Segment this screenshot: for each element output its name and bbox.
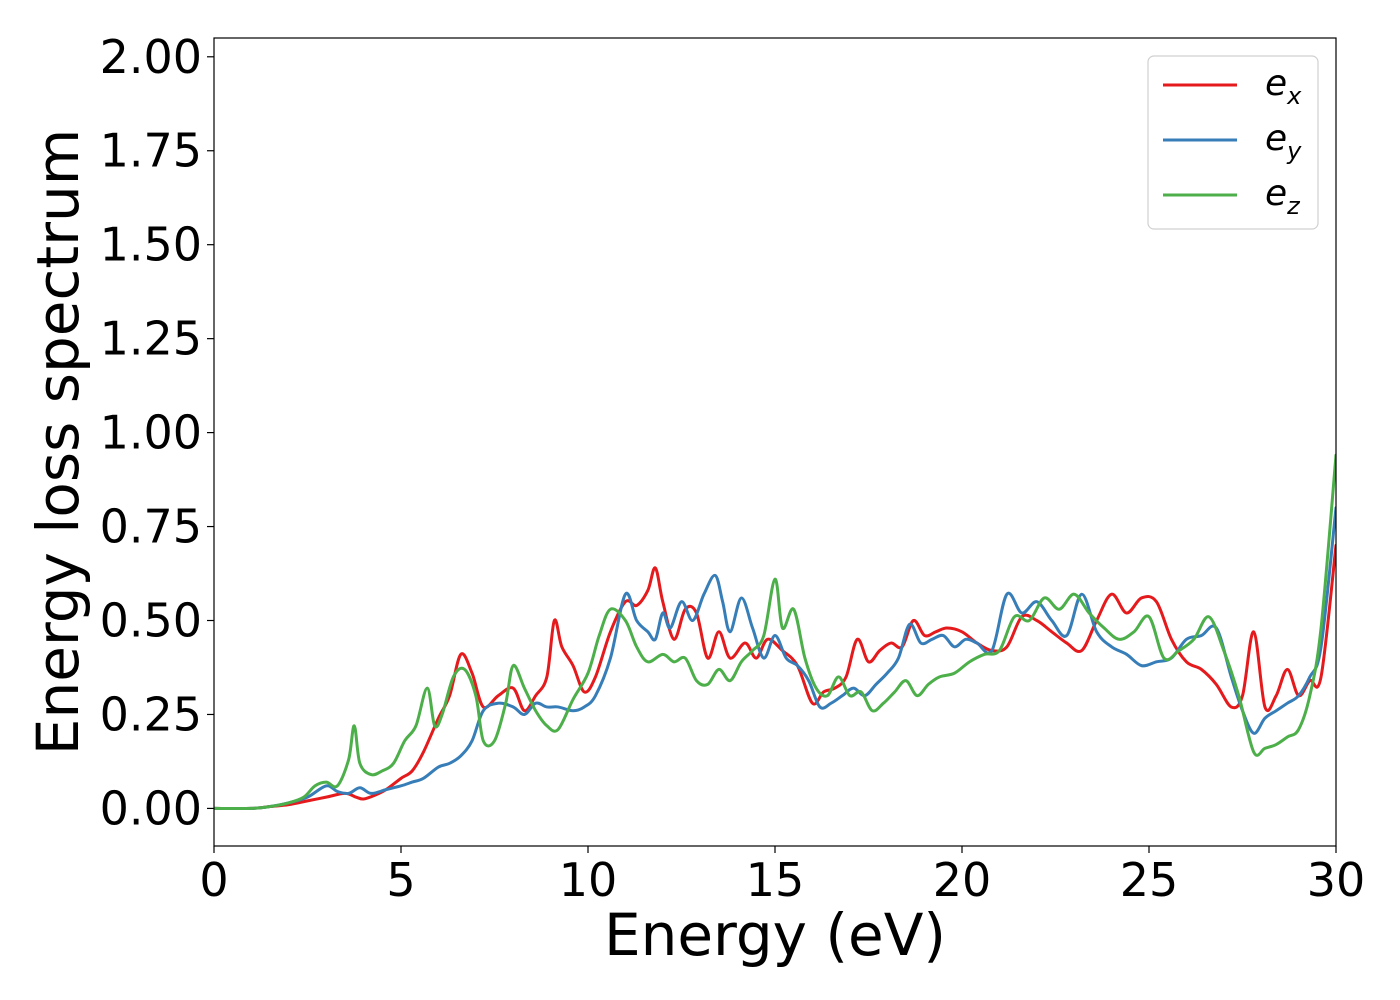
legend: ex ey ez <box>1147 55 1319 230</box>
y-tick-label: 0.25 <box>100 687 202 741</box>
x-axis-label: Energy (eV) <box>604 901 946 969</box>
y-tick-label: 1.00 <box>100 406 202 460</box>
x-axis-ticks: 0 5 10 15 20 25 30 <box>199 846 1365 907</box>
x-tick-label: 0 <box>199 853 228 907</box>
series-line-ey <box>214 506 1336 811</box>
x-tick-label: 25 <box>1120 853 1179 907</box>
y-tick-label: 2.00 <box>100 30 202 84</box>
series-layer <box>214 453 1336 811</box>
x-tick-label: 30 <box>1307 853 1366 907</box>
x-tick-label: 10 <box>559 853 618 907</box>
legend-label-ex: ex <box>1265 63 1302 110</box>
y-tick-label: 1.25 <box>100 312 202 366</box>
y-tick-label: 1.75 <box>100 124 202 178</box>
plot-frame <box>213 37 1337 847</box>
legend-box <box>1147 55 1319 230</box>
x-tick-label: 20 <box>933 853 992 907</box>
series-line-ez <box>214 453 1336 811</box>
y-tick-label: 0.75 <box>100 500 202 554</box>
y-tick-label: 1.50 <box>100 218 202 272</box>
y-tick-label: 0.50 <box>100 594 202 648</box>
x-tick-label: 5 <box>386 853 415 907</box>
y-tick-label: 0.00 <box>100 781 202 835</box>
x-tick-label: 15 <box>746 853 805 907</box>
legend-label-ez: ez <box>1265 173 1301 220</box>
legend-label-ey: ey <box>1265 118 1302 165</box>
y-axis-label: Energy loss spectrum <box>24 129 92 755</box>
series-line-ex <box>214 543 1336 811</box>
y-axis-ticks: 0.00 0.25 0.50 0.75 1.00 1.25 1.50 1.75 2.00 <box>100 30 214 835</box>
